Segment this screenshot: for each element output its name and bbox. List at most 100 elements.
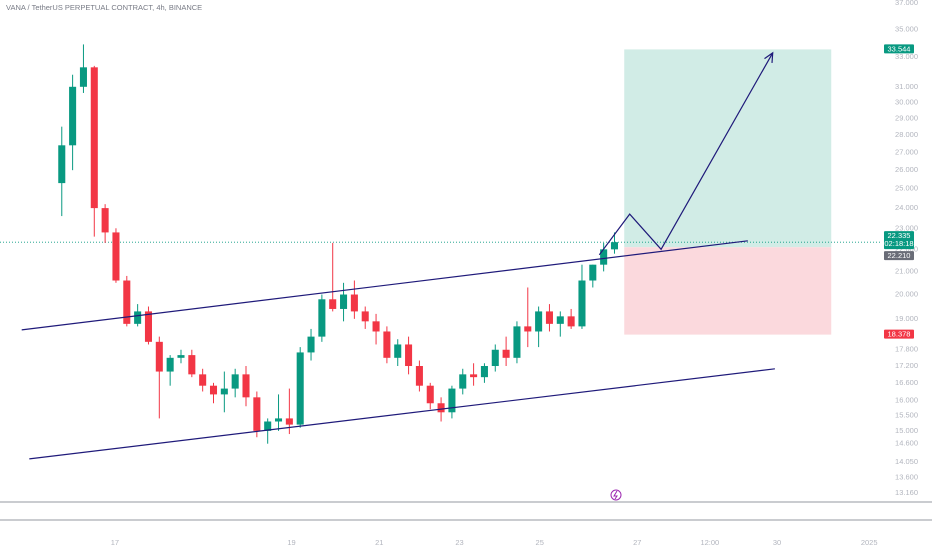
price-label: 22.210 xyxy=(888,251,911,260)
candle-body xyxy=(502,349,510,358)
candle xyxy=(394,339,402,367)
candle xyxy=(459,368,467,395)
x-tick-label: 27 xyxy=(633,538,641,547)
candle xyxy=(470,363,478,386)
candle-body xyxy=(535,311,543,332)
candle xyxy=(112,228,120,283)
candle xyxy=(350,280,358,319)
candle-body xyxy=(199,374,207,386)
candle-body xyxy=(470,374,478,378)
position-loss-zone xyxy=(624,247,832,335)
candle xyxy=(177,349,185,364)
candle-body xyxy=(253,397,261,431)
candle xyxy=(166,355,174,386)
candle xyxy=(600,242,608,272)
candle-body xyxy=(58,145,66,184)
candle-body xyxy=(394,344,402,358)
y-tick-label: 29.000 xyxy=(895,113,918,122)
candle-body xyxy=(491,349,499,367)
replay-icon[interactable] xyxy=(610,489,622,501)
candle xyxy=(253,391,261,438)
candle-body xyxy=(318,299,326,337)
candle xyxy=(58,126,66,217)
candle xyxy=(275,394,283,431)
y-tick-label: 30.000 xyxy=(895,97,918,106)
candle xyxy=(296,347,304,428)
candle-body xyxy=(610,242,619,250)
price-countdown: 02:18:18 xyxy=(884,239,913,248)
y-tick-label: 15.500 xyxy=(895,410,918,419)
candle xyxy=(123,275,131,327)
candle xyxy=(144,306,152,345)
y-tick-label: 14.600 xyxy=(895,439,918,448)
x-tick-label: 21 xyxy=(375,538,383,547)
candle xyxy=(502,336,510,367)
position-profit-zone xyxy=(624,49,832,248)
candle xyxy=(307,328,315,361)
candle xyxy=(209,382,218,404)
candle-body xyxy=(220,388,228,395)
y-tick-label: 37.000 xyxy=(895,0,918,7)
y-tick-label: 15.000 xyxy=(895,426,918,435)
y-tick-label: 26.000 xyxy=(895,165,918,174)
price-label-box xyxy=(884,251,914,261)
candle xyxy=(610,232,619,254)
candle-body xyxy=(275,418,283,422)
candle-body xyxy=(177,355,185,358)
candle-body xyxy=(415,366,423,386)
candle-body xyxy=(134,311,142,324)
x-tick-label: 19 xyxy=(287,538,295,547)
candle-body xyxy=(296,352,304,425)
candle xyxy=(556,311,564,337)
price-label: 18.378 xyxy=(888,330,911,339)
y-tick-label: 35.000 xyxy=(895,24,918,33)
candle-body xyxy=(231,374,239,389)
candle-body xyxy=(307,336,315,353)
candle xyxy=(567,308,575,329)
candle xyxy=(448,385,456,419)
price-label-box xyxy=(884,44,914,54)
y-tick-label: 13.600 xyxy=(895,472,918,481)
candle xyxy=(589,264,597,288)
candle xyxy=(264,418,272,444)
y-tick-label: 19.000 xyxy=(895,314,918,323)
candle-body xyxy=(264,421,272,431)
candle xyxy=(372,313,380,345)
candle xyxy=(101,204,109,243)
candle xyxy=(220,371,228,413)
candle xyxy=(329,242,337,312)
candle-body xyxy=(459,374,467,389)
lower-channel xyxy=(29,368,775,460)
y-tick-label: 17.200 xyxy=(895,361,918,370)
candle-body xyxy=(166,357,174,372)
candle xyxy=(535,306,543,348)
y-tick-label: 23.000 xyxy=(895,223,918,232)
y-tick-label: 31.000 xyxy=(895,82,918,91)
arrow-head xyxy=(764,51,774,63)
candle xyxy=(340,282,348,322)
x-tick-label: 12:00 xyxy=(700,538,719,547)
candle xyxy=(383,326,391,364)
price-label-box xyxy=(884,329,914,339)
candle-body xyxy=(556,316,564,324)
y-tick-label: 21.000 xyxy=(895,266,918,275)
y-tick-label: 24.000 xyxy=(895,203,918,212)
candle-body xyxy=(79,67,87,87)
candle-body xyxy=(90,67,98,209)
candle-body xyxy=(112,232,120,281)
x-tick-label: 30 xyxy=(773,538,781,547)
candle-body xyxy=(372,321,380,332)
candle-body xyxy=(600,249,608,265)
candle xyxy=(426,382,434,410)
upper-channel xyxy=(21,240,748,331)
candle-body xyxy=(361,311,369,322)
y-tick-label: 33.000 xyxy=(895,52,918,61)
projection-arrow xyxy=(598,52,774,256)
candle-body xyxy=(155,341,163,372)
candle-body xyxy=(101,208,109,233)
candle-body xyxy=(480,366,488,378)
y-tick-label: 28.000 xyxy=(895,130,918,139)
candle xyxy=(361,306,369,329)
candle xyxy=(405,336,413,375)
